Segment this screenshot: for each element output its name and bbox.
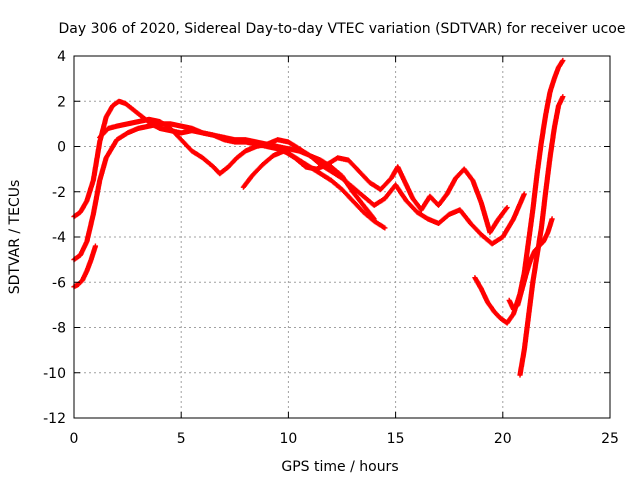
x-tick-label: 20 bbox=[494, 431, 512, 447]
y-tick-label: 0 bbox=[57, 140, 66, 156]
y-tick-label: -4 bbox=[52, 230, 66, 246]
series-marks bbox=[240, 148, 510, 236]
chart-title: Day 306 of 2020, Sidereal Day-to-day VTE… bbox=[59, 21, 626, 37]
x-tick-label: 25 bbox=[601, 431, 619, 447]
y-tick-label: 4 bbox=[57, 49, 66, 65]
x-axis-label: GPS time / hours bbox=[281, 459, 398, 475]
series-marks bbox=[472, 57, 566, 326]
series-track-6 bbox=[472, 57, 566, 326]
series-track-8 bbox=[506, 216, 555, 312]
data-marks bbox=[71, 57, 566, 378]
y-tick-label: -8 bbox=[52, 321, 66, 337]
x-tick-label: 0 bbox=[70, 431, 79, 447]
x-tick-label: 5 bbox=[177, 431, 186, 447]
y-axis-label: SDTVAR / TECUs bbox=[7, 180, 23, 295]
series-track-5 bbox=[240, 148, 510, 236]
y-tick-label: -12 bbox=[43, 411, 66, 427]
x-tick-labels: 0 5 10 15 20 25 bbox=[70, 431, 619, 447]
series-marks bbox=[97, 116, 527, 247]
y-tick-labels: -12 -10 -8 -6 -4 -2 0 2 4 bbox=[43, 49, 66, 427]
series-marks bbox=[517, 94, 566, 378]
y-tick-label: -10 bbox=[43, 366, 66, 382]
x-tick-label: 10 bbox=[279, 431, 297, 447]
y-tick-label: -6 bbox=[52, 275, 66, 291]
y-tick-label: -2 bbox=[52, 185, 66, 201]
series-marks bbox=[506, 216, 555, 312]
y-tick-label: 2 bbox=[57, 94, 66, 110]
x-tick-label: 15 bbox=[387, 431, 405, 447]
series-track-4 bbox=[97, 116, 527, 247]
series-track-7 bbox=[517, 94, 566, 378]
axis-ticks bbox=[73, 55, 611, 419]
